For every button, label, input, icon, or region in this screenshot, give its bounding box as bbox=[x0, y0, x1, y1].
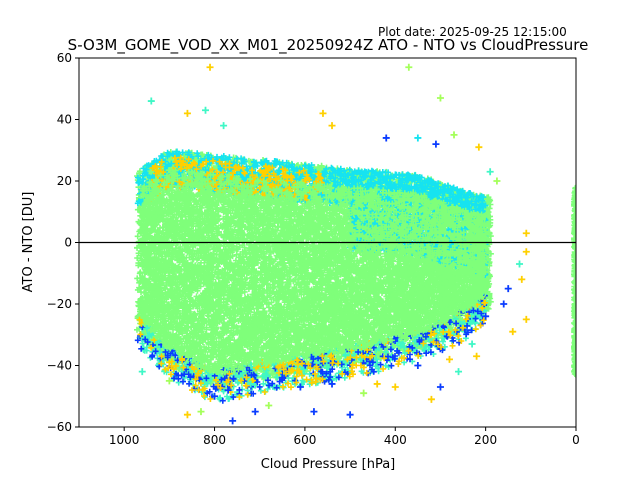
y-axis: −60 −40 −20 0 20 40 60 bbox=[47, 51, 79, 434]
scatter-point bbox=[360, 389, 368, 397]
y-tick-label: 60 bbox=[57, 51, 72, 65]
x-tick-label: 600 bbox=[293, 433, 316, 447]
y-tick-label: 0 bbox=[64, 236, 72, 250]
scatter-point bbox=[197, 408, 205, 416]
scatter-point bbox=[310, 408, 318, 416]
scatter-point bbox=[414, 134, 422, 142]
scatter-point bbox=[346, 411, 354, 419]
scatter-point bbox=[147, 97, 155, 105]
scatter-point bbox=[522, 315, 530, 323]
plot-date: Plot date: 2025-09-25 12:15:00 bbox=[378, 25, 567, 39]
scatter-point bbox=[522, 229, 530, 237]
scatter-point bbox=[450, 131, 458, 139]
y-axis-label: ATO - NTO [DU] bbox=[21, 192, 36, 293]
scatter-point bbox=[436, 383, 444, 391]
scatter-point bbox=[493, 177, 501, 185]
x-axis: 1000 800 600 400 200 0 bbox=[109, 427, 580, 447]
y-tick-label: −20 bbox=[47, 297, 72, 311]
scatter-point bbox=[265, 401, 273, 409]
scatter-point bbox=[436, 94, 444, 102]
scatter-point bbox=[165, 377, 173, 385]
scatter-point bbox=[391, 383, 399, 391]
x-tick-label: 200 bbox=[474, 433, 497, 447]
scatter-point bbox=[504, 285, 512, 293]
scatter-point bbox=[468, 340, 476, 348]
scatter-point bbox=[455, 368, 463, 376]
scatter-point bbox=[206, 63, 214, 71]
scatter-points bbox=[138, 63, 530, 425]
scatter-point bbox=[427, 395, 435, 403]
scatter-point bbox=[229, 417, 237, 425]
scatter-point bbox=[202, 106, 210, 114]
scatter-point bbox=[486, 168, 494, 176]
chart-title: S-O3M_GOME_VOD_XX_M01_20250924Z ATO - NT… bbox=[68, 36, 589, 55]
scatter-point bbox=[328, 122, 336, 130]
scatter-point bbox=[516, 260, 524, 268]
x-tick-label: 0 bbox=[572, 433, 580, 447]
x-axis-label: Cloud Pressure [hPa] bbox=[261, 457, 396, 472]
scatter-point bbox=[518, 275, 526, 283]
x-tick-label: 1000 bbox=[109, 433, 140, 447]
scatter-point bbox=[432, 140, 440, 148]
scatter-point bbox=[509, 328, 517, 336]
scatter-point bbox=[328, 380, 336, 388]
scatter-point bbox=[482, 312, 490, 320]
y-tick-label: 20 bbox=[57, 174, 72, 188]
scatter-point bbox=[183, 411, 191, 419]
scatter-point bbox=[500, 300, 508, 308]
scatter-point bbox=[473, 352, 481, 360]
scatter-point bbox=[373, 380, 381, 388]
x-tick-label: 800 bbox=[203, 433, 226, 447]
scatter-point bbox=[247, 380, 255, 388]
density-cloud bbox=[134, 148, 576, 404]
scatter-point bbox=[405, 63, 413, 71]
scatter-point bbox=[319, 109, 327, 117]
scatter-point bbox=[278, 374, 286, 382]
scatter-point bbox=[414, 362, 422, 369]
y-tick-label: −60 bbox=[47, 420, 72, 434]
scatter-point bbox=[220, 122, 228, 130]
scatter-point bbox=[382, 134, 390, 142]
y-tick-label: 40 bbox=[57, 113, 72, 127]
scatter-point bbox=[211, 392, 219, 400]
scatter-point bbox=[475, 143, 483, 151]
scatter-point bbox=[251, 408, 259, 416]
x-tick-label: 400 bbox=[384, 433, 407, 447]
scatter-point bbox=[224, 386, 232, 394]
scatter-point bbox=[138, 368, 146, 376]
scatter-point bbox=[296, 383, 304, 391]
scatter-point bbox=[522, 248, 530, 256]
scatter-point bbox=[183, 109, 191, 117]
y-tick-label: −40 bbox=[47, 359, 72, 373]
scatter-point bbox=[445, 355, 453, 363]
density-core-overlay bbox=[139, 167, 489, 376]
